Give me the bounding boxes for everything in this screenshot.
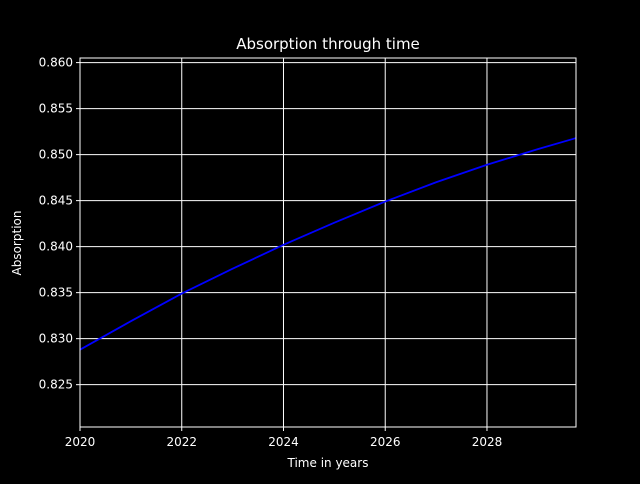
x-tick-label: 2028 <box>472 435 503 449</box>
y-axis-label: Absorption <box>10 211 24 276</box>
y-tick-label: 0.840 <box>39 240 73 254</box>
x-tick-label: 2024 <box>268 435 299 449</box>
series-layer <box>79 137 577 351</box>
ticks: 2020 2022 2024 2026 2028 0.825 0.830 0.835 0.840… <box>39 56 503 449</box>
plot-area-frame <box>79 57 577 428</box>
chart-title: Absorption through time <box>236 35 420 53</box>
x-tick-label: 2026 <box>370 435 401 449</box>
grid <box>79 58 576 427</box>
x-tick-label: 2022 <box>166 435 197 449</box>
x-axis-label: Time in years <box>287 456 369 470</box>
y-tick-label: 0.845 <box>39 194 73 208</box>
y-tick-label: 0.855 <box>39 102 73 116</box>
series-line <box>79 137 577 351</box>
y-tick-label: 0.850 <box>39 148 73 162</box>
y-tick-label: 0.825 <box>39 378 73 392</box>
y-tick-label: 0.835 <box>39 286 73 300</box>
y-tick-label: 0.860 <box>39 56 73 70</box>
x-tick-label: 2020 <box>65 435 96 449</box>
y-tick-label: 0.830 <box>39 332 73 346</box>
